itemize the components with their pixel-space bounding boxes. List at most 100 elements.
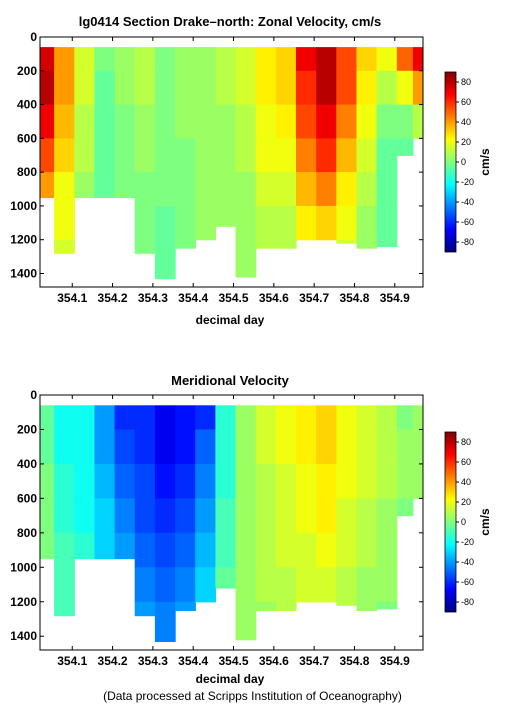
heatmap-cell: [134, 172, 156, 207]
heatmap-cell: [396, 70, 414, 106]
colorbar-tick-label: 80: [461, 437, 471, 447]
heatmap-cell: [215, 47, 237, 72]
heatmap-cell: [255, 104, 277, 139]
heatmap-cell: [316, 172, 337, 207]
heatmap-cell: [255, 463, 277, 499]
heatmap-cell: [175, 70, 196, 106]
heatmap-cell: [316, 463, 337, 499]
heatmap-cell: [40, 463, 55, 499]
heatmap-cell: [396, 47, 414, 72]
heatmap-cell: [316, 205, 337, 241]
heatmap-cell: [376, 205, 398, 241]
x-tick-label: 354.8: [339, 654, 369, 668]
heatmap-cell: [296, 70, 317, 106]
heatmap-cell: [195, 205, 216, 241]
colorbar-label: cm/s: [478, 148, 492, 176]
heatmap-cell: [356, 429, 378, 465]
chart-title: lg0414 Section Drake–north: Zonal Veloci…: [79, 14, 381, 29]
heatmap-cell: [54, 463, 75, 499]
heatmap-cell: [175, 172, 196, 207]
heatmap-cell: [134, 47, 156, 72]
colorbar-tick-label: 20: [461, 137, 471, 147]
heatmap-cell: [255, 498, 277, 534]
heatmap-cell: [40, 138, 55, 173]
heatmap-cell: [356, 601, 378, 611]
heatmap-cell: [376, 138, 398, 173]
meridional-colorbar: 80 60 40 20 0 -20 -40 -60 -80 cm/s: [444, 431, 492, 613]
heatmap-cell: [74, 532, 96, 560]
heatmap-cell: [195, 532, 216, 568]
heatmap-cell: [336, 532, 358, 568]
y-tick-label: 400: [17, 457, 37, 471]
heatmap-cell: [376, 463, 398, 499]
heatmap-cell: [40, 47, 55, 72]
colorbar-tick-label: 60: [461, 457, 471, 467]
x-tick-label: 354.7: [299, 654, 329, 668]
colorbar-tick-label: 0: [461, 517, 466, 527]
heatmap-cell: [74, 463, 96, 499]
heatmap-cell: [94, 498, 116, 534]
heatmap-cell: [114, 70, 136, 106]
heatmap-cell: [356, 498, 378, 534]
y-tick-label: 800: [17, 165, 37, 179]
meridional-heatmap: 354.1 354.2 354.3 354.4 354.5 354.6 354.7 354.8…: [10, 388, 424, 668]
x-tick-label: 354.5: [219, 291, 249, 305]
heatmap-cell: [255, 70, 277, 106]
heatmap-cell: [255, 47, 277, 72]
heatmap-cell: [275, 70, 297, 106]
heatmap-cell: [376, 532, 398, 568]
y-tick-label: 600: [17, 131, 37, 145]
heatmap-cell: [134, 70, 156, 106]
heatmap-cell: [275, 239, 297, 249]
heatmap-cell: [235, 532, 257, 568]
heatmap-cell: [396, 429, 414, 465]
heatmap-cell: [235, 70, 257, 106]
heatmap-cell: [296, 567, 317, 603]
x-tick-label: 354.1: [57, 291, 87, 305]
heatmap-cell: [396, 104, 414, 139]
heatmap-cell: [215, 429, 237, 465]
heatmap-cell: [235, 429, 257, 465]
heatmap-cell: [215, 138, 237, 173]
heatmap-cell: [376, 104, 398, 139]
heatmap-cell: [336, 601, 358, 606]
heatmap-cell: [74, 429, 96, 465]
heatmap-cell: [336, 138, 358, 173]
heatmap-cell: [74, 498, 96, 534]
heatmap-cell: [134, 498, 156, 534]
x-axis-label: decimal day: [196, 313, 265, 327]
heatmap-cell: [296, 532, 317, 568]
heatmap-cell: [296, 172, 317, 207]
heatmap-cell: [296, 104, 317, 139]
heatmap-cell: [54, 498, 75, 534]
x-tick-label: 354.4: [178, 654, 208, 668]
heatmap-cell: [255, 601, 277, 611]
heatmap-cell: [235, 138, 257, 173]
heatmap-cell: [235, 601, 257, 641]
heatmap-cell: [114, 429, 136, 465]
heatmap-cell: [94, 138, 116, 173]
heatmap-cell: [235, 172, 257, 207]
heatmap-cell: [235, 239, 257, 278]
x-axis-label: decimal day: [196, 672, 265, 686]
x-tick-label: 354.3: [138, 654, 168, 668]
heatmap-cell: [275, 567, 297, 603]
heatmap-cell: [54, 405, 75, 430]
heatmap-cell: [296, 405, 317, 430]
heatmap-cell: [154, 138, 176, 173]
zonal-heatmap: 354.1 354.2 354.3 354.4 354.5 354.6 354.7 354.8…: [10, 30, 424, 305]
heatmap-cell: [336, 429, 358, 465]
heatmap-cell: [275, 47, 297, 72]
zonal-colorbar: 80 60 40 20 0 -20 -40 -60 -80 cm/s: [444, 71, 492, 253]
heatmap-cell: [336, 205, 358, 241]
heatmap-cell: [94, 47, 116, 72]
heatmap-cell: [94, 70, 116, 106]
heatmap-cell: [54, 429, 75, 465]
x-tick-label: 354.2: [98, 291, 128, 305]
heatmap-cell: [316, 532, 337, 568]
heatmap-cell: [376, 429, 398, 465]
heatmap-cell: [134, 532, 156, 568]
heatmap-cell: [154, 463, 176, 499]
y-tick-label: 1000: [10, 199, 37, 213]
heatmap-cell: [94, 104, 116, 139]
